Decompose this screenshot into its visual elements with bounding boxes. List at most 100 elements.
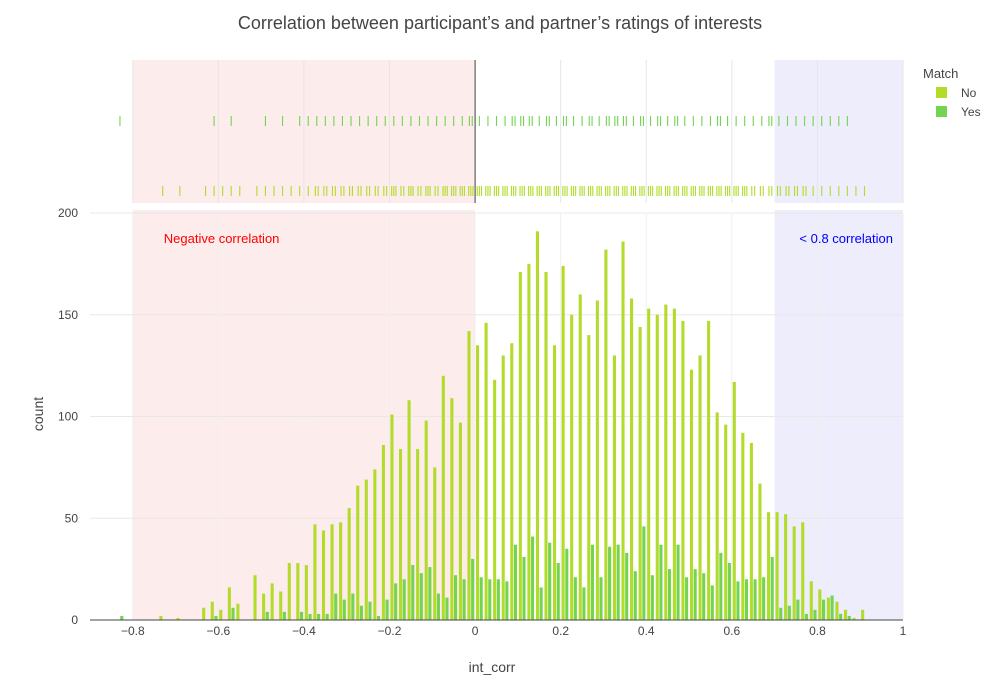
bar (741, 432, 745, 620)
bar (227, 587, 231, 620)
bar (762, 577, 766, 620)
bar (830, 595, 834, 620)
bar (458, 422, 462, 620)
bar (510, 343, 514, 620)
bar (616, 544, 620, 620)
bar (402, 579, 406, 620)
bar (804, 613, 808, 620)
chart-title: Correlation between participant’s and pa… (238, 13, 762, 33)
bar (724, 424, 728, 620)
bar (496, 579, 500, 620)
bar (702, 573, 706, 620)
legend-swatch-no (936, 87, 947, 98)
bar (313, 524, 317, 620)
bar (758, 483, 762, 620)
bar (847, 615, 851, 620)
bar (698, 355, 702, 620)
bar (428, 567, 432, 620)
bar (822, 599, 826, 620)
bar (539, 587, 543, 620)
bar (176, 617, 180, 620)
bar (818, 589, 822, 620)
bar (835, 601, 839, 620)
bar (693, 569, 697, 620)
legend-title: Match (923, 66, 958, 81)
bar (330, 524, 334, 620)
bar (749, 442, 753, 620)
bar (390, 414, 394, 620)
bar (548, 542, 552, 620)
bar (265, 611, 269, 620)
bar (676, 544, 680, 620)
bar (527, 263, 531, 620)
bar (513, 544, 517, 620)
bar (813, 609, 817, 620)
bar (120, 615, 124, 620)
bar (553, 345, 557, 620)
bar (599, 577, 603, 620)
bar (159, 615, 163, 620)
bar (570, 314, 574, 620)
bar (342, 599, 346, 620)
bar (398, 449, 403, 620)
bar (317, 613, 321, 620)
legend-swatch-yes (936, 106, 947, 117)
bar (202, 607, 206, 620)
bar (299, 611, 304, 620)
x-tick-label: 0 (472, 624, 479, 638)
bar (262, 593, 266, 620)
bar (766, 512, 771, 620)
bar (436, 593, 440, 620)
bar (843, 609, 848, 620)
bar (454, 575, 458, 620)
x-tick-label: −0.4 (292, 624, 316, 638)
bar (642, 526, 646, 620)
bar (501, 355, 505, 620)
bar (727, 563, 731, 620)
bar (339, 522, 343, 620)
x-tick-label: −0.6 (207, 624, 231, 638)
bar (775, 512, 779, 620)
bar (732, 381, 736, 620)
bar (647, 308, 651, 620)
legend: Match No Yes (923, 66, 981, 119)
bar (488, 579, 492, 620)
bar (373, 469, 377, 620)
bar (450, 398, 454, 620)
bar (433, 467, 437, 620)
bar (214, 615, 218, 620)
bar (736, 581, 740, 620)
bar (219, 609, 223, 620)
bar (792, 526, 796, 620)
bar (471, 558, 475, 620)
bar (411, 565, 415, 620)
bar (826, 597, 830, 620)
bar (719, 552, 723, 620)
rug-shaded-region (774, 60, 903, 203)
bar (667, 569, 672, 620)
bar (685, 577, 689, 620)
x-tick-label: −0.8 (121, 624, 145, 638)
bar (479, 577, 483, 620)
y-tick-label: 200 (58, 206, 78, 220)
bar (612, 355, 617, 620)
bar (590, 544, 595, 620)
bar (236, 603, 240, 620)
bar (650, 575, 654, 620)
bar (779, 607, 783, 620)
negative-correlation-annotation: Negative correlation (164, 231, 280, 246)
x-axis-title: int_corr (469, 659, 516, 675)
bar (419, 573, 423, 620)
bar (608, 546, 612, 620)
bar (522, 556, 526, 620)
bar (210, 601, 214, 620)
bar (376, 615, 381, 620)
bar (595, 300, 599, 620)
bar (308, 613, 312, 620)
bar (368, 601, 372, 620)
bar (484, 322, 488, 620)
bar (282, 611, 286, 620)
bar (625, 552, 629, 620)
bar (852, 617, 856, 620)
bar (445, 597, 449, 620)
